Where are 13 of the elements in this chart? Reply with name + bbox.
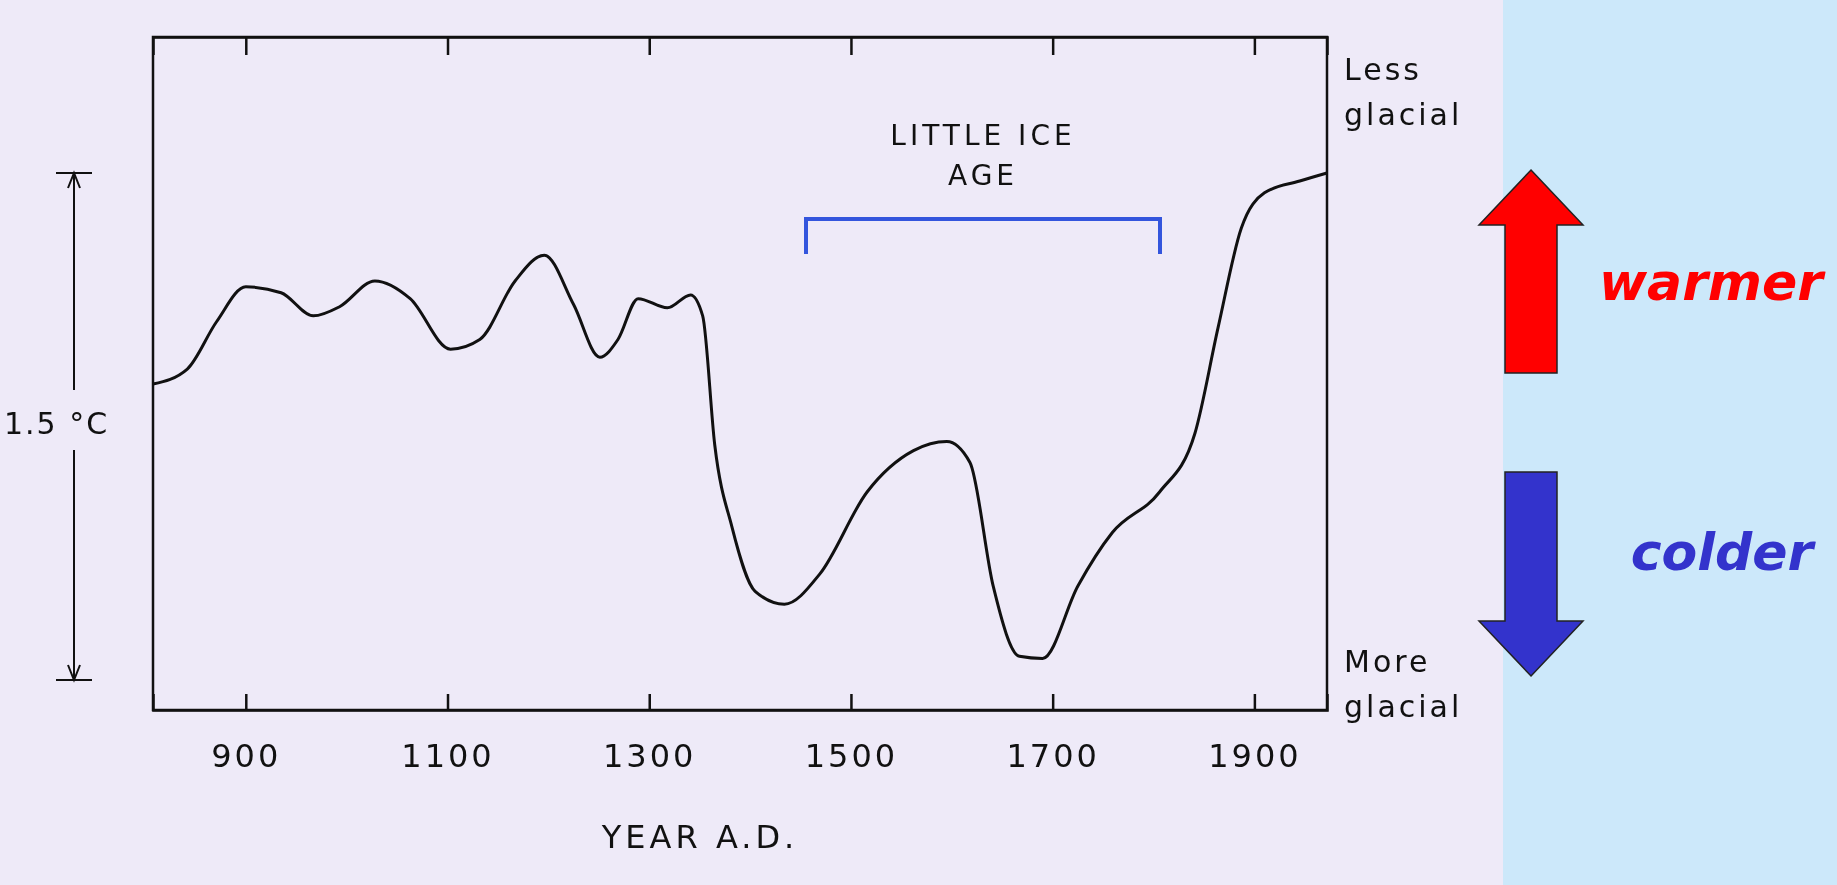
x-tick-label: 1700 (1006, 736, 1100, 775)
x-axis-title: YEAR A.D. (600, 818, 799, 856)
x-tick-label: 1300 (603, 736, 697, 775)
text: 1.5 °C (4, 406, 110, 441)
x-tick-label: 900 (211, 736, 282, 775)
x-tick-label: 1900 (1208, 736, 1302, 775)
annotation: LITTLE ICE AGE (890, 119, 1076, 192)
text: More glacial (1344, 644, 1463, 724)
x-tick-label: 1100 (401, 736, 495, 775)
text: warmer (1599, 252, 1827, 312)
x-tick-label: 1500 (804, 736, 899, 775)
text: colder (1630, 522, 1817, 582)
text: Less glacial (1344, 52, 1463, 132)
